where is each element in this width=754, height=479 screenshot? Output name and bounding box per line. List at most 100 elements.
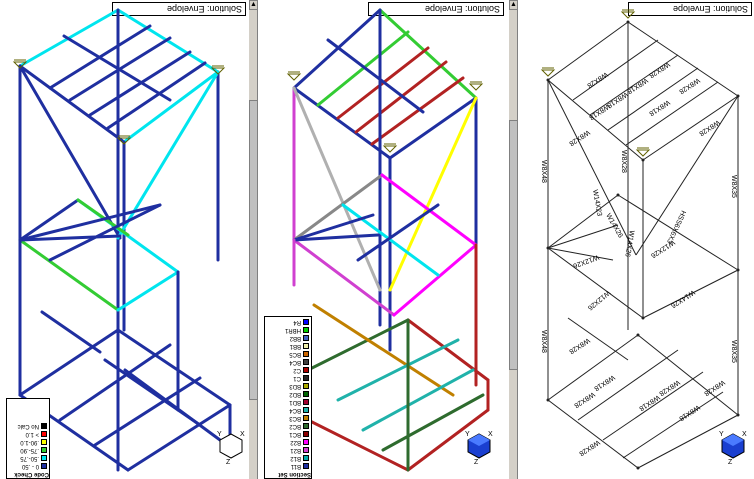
pin-support-icon bbox=[620, 9, 636, 19]
legend-swatch bbox=[303, 447, 309, 453]
legend-item: 0 - .50 bbox=[7, 462, 49, 470]
axis-x-label: X bbox=[488, 431, 493, 438]
member bbox=[547, 224, 619, 249]
legend-label: BD1 bbox=[289, 399, 301, 405]
member bbox=[635, 95, 739, 256]
member bbox=[126, 403, 232, 472]
left-pane-scrollbar[interactable]: ▲ bbox=[248, 0, 258, 479]
axis-cube-icon: Y X Z bbox=[217, 431, 245, 466]
legend-item: B11 bbox=[265, 462, 311, 470]
member bbox=[292, 213, 375, 242]
legend-item: BC4 bbox=[265, 358, 311, 366]
support-symbols bbox=[286, 71, 484, 153]
legend-swatch bbox=[41, 447, 47, 453]
member bbox=[637, 414, 739, 469]
legend-swatch bbox=[303, 423, 309, 429]
node-points bbox=[546, 20, 740, 470]
member-label: W8X28 bbox=[578, 438, 601, 456]
scroll-up-arrow-icon[interactable]: ▲ bbox=[249, 0, 258, 10]
middle-model-view[interactable]: Solution: Envelope bbox=[258, 0, 508, 479]
member bbox=[370, 76, 465, 146]
member bbox=[18, 234, 122, 242]
member bbox=[292, 86, 392, 160]
member-label: W8X18 bbox=[588, 102, 611, 120]
member-label: W8X18 bbox=[678, 403, 701, 421]
left-model-view[interactable]: Solution: Envelope bbox=[0, 0, 248, 479]
legend-label: B21 bbox=[290, 447, 301, 453]
member bbox=[642, 95, 739, 161]
axis-z-label: Z bbox=[226, 459, 231, 464]
member bbox=[388, 96, 478, 160]
axis-y-label: Y bbox=[217, 431, 222, 438]
axis-triad: Y X Z bbox=[464, 428, 494, 466]
member bbox=[406, 408, 490, 472]
legend-label: BC1 bbox=[289, 431, 301, 437]
member bbox=[292, 8, 382, 90]
legend-item: BD3 bbox=[265, 382, 311, 390]
member-label: W12X26 bbox=[586, 288, 611, 311]
legend-swatch bbox=[303, 375, 309, 381]
legend-item: R4 bbox=[265, 318, 311, 326]
legend-swatch bbox=[303, 319, 309, 325]
legend-item: BC3 bbox=[265, 414, 311, 422]
legend-label: .90-1.0 bbox=[20, 439, 39, 445]
pin-support-icon bbox=[12, 59, 28, 69]
legend-swatch bbox=[303, 415, 309, 421]
legend-label: BC2 bbox=[289, 423, 301, 429]
legend-item: C2 bbox=[265, 366, 311, 374]
legend-item: .50-.75 bbox=[7, 454, 49, 462]
member bbox=[40, 310, 102, 354]
member bbox=[637, 334, 739, 416]
axis-x-label: X bbox=[742, 431, 747, 438]
member bbox=[18, 328, 120, 397]
member bbox=[392, 243, 478, 317]
legend-item: BC5 bbox=[265, 350, 311, 358]
member bbox=[642, 269, 739, 319]
member bbox=[312, 303, 455, 397]
member bbox=[18, 238, 120, 312]
member bbox=[18, 198, 80, 242]
legend-item: > 1.0 bbox=[7, 430, 49, 438]
member-label: W8X28 bbox=[573, 390, 596, 408]
axis-y-label: Y bbox=[719, 431, 724, 438]
legend-label: BC4 bbox=[289, 407, 301, 413]
legend-item: B21 bbox=[265, 446, 311, 454]
legend-label: B11 bbox=[290, 463, 301, 469]
legend-item: BD1 bbox=[265, 398, 311, 406]
axis-z-label: Z bbox=[474, 459, 479, 464]
scroll-thumb[interactable] bbox=[509, 120, 518, 370]
legend-swatch bbox=[41, 431, 47, 437]
axis-cube-icon: Y X Z bbox=[465, 431, 493, 466]
member bbox=[93, 376, 202, 447]
middle-pane-scrollbar[interactable]: ▲ bbox=[508, 0, 518, 479]
legend-label: .50-.75 bbox=[20, 455, 39, 461]
member bbox=[306, 418, 410, 472]
member-label: W8X35 bbox=[730, 340, 737, 363]
legend-item: B22 bbox=[265, 438, 311, 446]
legend-swatch bbox=[303, 407, 309, 413]
legend-item: B12 bbox=[265, 454, 311, 462]
member bbox=[292, 233, 380, 242]
member bbox=[18, 64, 122, 240]
right-model-view[interactable]: Solution: Envelope bbox=[518, 0, 754, 479]
legend-label: HBR1 bbox=[284, 327, 301, 333]
pin-support-icon bbox=[116, 135, 132, 145]
section-set-legend: Section Set B11 B12 B21 B22 BC1 BC2 BC3 … bbox=[264, 316, 312, 479]
axis-z-label: Z bbox=[728, 459, 733, 464]
legend-item: No Calc bbox=[7, 422, 49, 430]
member bbox=[547, 247, 614, 261]
legend-item: BD2 bbox=[265, 390, 311, 398]
scroll-up-arrow-icon[interactable]: ▲ bbox=[509, 0, 518, 10]
member bbox=[577, 349, 679, 421]
member bbox=[316, 30, 410, 107]
legend-label: C1 bbox=[293, 375, 301, 381]
legend-title: Section Set bbox=[278, 471, 311, 477]
member bbox=[547, 21, 629, 81]
member-label: W8X28 bbox=[648, 60, 671, 78]
member-label: W8X28 bbox=[703, 378, 726, 396]
member bbox=[336, 338, 460, 402]
member bbox=[406, 318, 490, 382]
member-label: W12X26 bbox=[649, 238, 675, 259]
scroll-thumb[interactable] bbox=[249, 100, 258, 400]
